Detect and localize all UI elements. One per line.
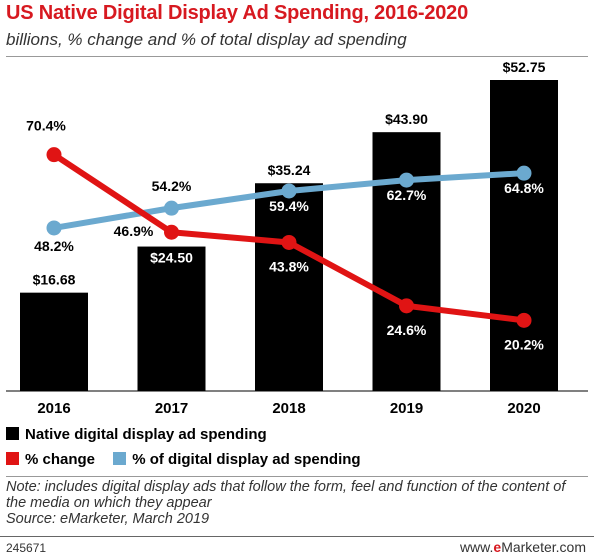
bar-2020 bbox=[490, 80, 558, 391]
x-tick-2016: 2016 bbox=[37, 400, 70, 417]
change-point-2018 bbox=[281, 234, 297, 250]
legend-label-share: % of digital display ad spending bbox=[132, 451, 361, 468]
legend-item-spending: Native digital display ad spending bbox=[6, 426, 267, 443]
legend-swatch-share bbox=[113, 452, 127, 465]
legend-label-spending: Native digital display ad spending bbox=[25, 426, 267, 443]
bar-2016 bbox=[20, 292, 88, 391]
share-label-2019: 62.7% bbox=[387, 187, 427, 203]
legend-swatch-spending bbox=[6, 427, 19, 440]
chart-note: Note: includes digital display ads that … bbox=[6, 479, 586, 527]
change-point-2017 bbox=[164, 224, 179, 240]
change-label-2020: 20.2% bbox=[504, 336, 544, 352]
top-divider bbox=[6, 56, 588, 57]
share-label-2017: 54.2% bbox=[152, 178, 192, 194]
x-tick-2017: 2017 bbox=[155, 400, 188, 417]
change-point-2019 bbox=[399, 298, 414, 314]
change-label-2016: 70.4% bbox=[26, 118, 66, 134]
share-point-2016 bbox=[46, 220, 62, 236]
bar-2017 bbox=[137, 246, 206, 391]
note-divider bbox=[6, 476, 588, 477]
change-label-2017: 46.9% bbox=[114, 223, 154, 239]
bar-label-2016: $16.68 bbox=[33, 272, 76, 288]
change-point-2020 bbox=[516, 312, 532, 328]
bar-label-2017: $24.50 bbox=[150, 250, 193, 266]
legend-row-1: Native digital display ad spending bbox=[6, 426, 281, 443]
share-label-2020: 64.8% bbox=[504, 180, 544, 196]
legend-row-2: % change % of digital display ad spendin… bbox=[6, 451, 375, 468]
share-point-2019 bbox=[399, 172, 414, 188]
legend-swatch-change bbox=[6, 452, 19, 465]
change-label-2018: 43.8% bbox=[269, 258, 309, 274]
x-tick-2019: 2019 bbox=[390, 400, 423, 417]
bar-label-2020: $52.75 bbox=[503, 59, 546, 75]
change-label-2019: 24.6% bbox=[387, 322, 427, 338]
share-point-2018 bbox=[281, 183, 297, 199]
bar-label-2019: $43.90 bbox=[385, 111, 428, 127]
chart-id: 245671 bbox=[6, 541, 47, 555]
footer-divider bbox=[0, 536, 594, 537]
brand-suffix: Marketer.com bbox=[501, 539, 586, 555]
brand-link[interactable]: www.eMarketer.com bbox=[460, 539, 586, 555]
brand-mark: e bbox=[493, 539, 502, 555]
brand-prefix: www. bbox=[459, 539, 494, 555]
share-label-2018: 59.4% bbox=[269, 198, 309, 214]
x-tick-2020: 2020 bbox=[507, 400, 540, 417]
change-point-2016 bbox=[46, 147, 62, 163]
share-point-2020 bbox=[516, 165, 532, 181]
chart-subtitle: billions, % change and % of total displa… bbox=[6, 30, 407, 49]
chart-canvas: $16.68 $24.50 $35.24 $43.90 $52.75 70.4% 46.9%… bbox=[6, 59, 588, 417]
share-point-2017 bbox=[164, 200, 179, 216]
legend-item-change: % change bbox=[6, 451, 95, 468]
legend-label-change: % change bbox=[25, 451, 96, 468]
bar-2018 bbox=[255, 183, 323, 391]
note-source: Source: eMarketer, March 2019 bbox=[6, 511, 210, 527]
x-tick-2018: 2018 bbox=[272, 400, 305, 417]
bar-label-2018: $35.24 bbox=[268, 162, 311, 178]
note-text: Note: includes digital display ads that … bbox=[6, 479, 566, 511]
bar-2019 bbox=[372, 132, 441, 391]
share-label-2016: 48.2% bbox=[34, 238, 74, 254]
chart-title: US Native Digital Display Ad Spending, 2… bbox=[6, 2, 469, 24]
legend-item-share: % of digital display ad spending bbox=[113, 451, 361, 468]
